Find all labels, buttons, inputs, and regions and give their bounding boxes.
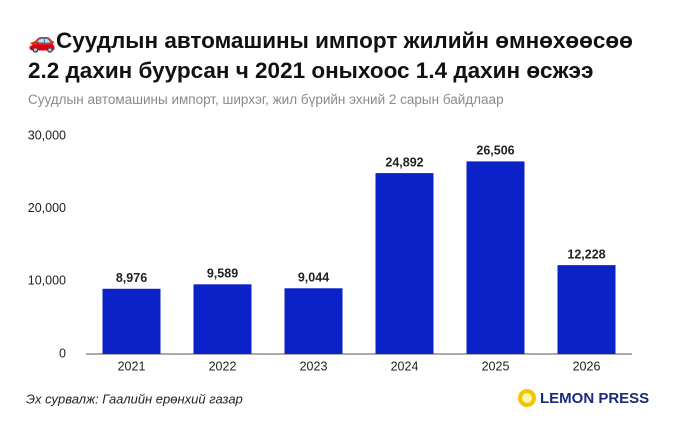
y-tick-label: 0 bbox=[59, 346, 66, 360]
logo-icon-inner bbox=[522, 393, 532, 403]
bar bbox=[375, 173, 434, 354]
data-label: 12,228 bbox=[567, 247, 605, 261]
data-label: 9,044 bbox=[298, 271, 329, 285]
bar bbox=[193, 284, 252, 354]
x-tick-label: 2021 bbox=[118, 359, 146, 373]
x-tick-label: 2022 bbox=[209, 359, 237, 373]
x-tick-label: 2026 bbox=[573, 359, 601, 373]
bar bbox=[557, 265, 616, 354]
bar bbox=[284, 288, 343, 354]
source: Эх сурвалж: Гаалийн ерөнхий газар bbox=[26, 391, 243, 406]
data-label: 24,892 bbox=[385, 155, 423, 169]
y-tick-label: 30,000 bbox=[28, 128, 66, 142]
y-tick-label: 20,000 bbox=[28, 201, 66, 215]
x-tick-label: 2024 bbox=[391, 359, 419, 373]
y-tick-label: 10,000 bbox=[28, 274, 66, 288]
data-label: 8,976 bbox=[116, 271, 147, 285]
x-tick-label: 2025 bbox=[482, 359, 510, 373]
brand: LEMON PRESS bbox=[540, 390, 649, 407]
x-tick-label: 2023 bbox=[300, 359, 328, 373]
data-label: 9,589 bbox=[207, 267, 238, 281]
bar bbox=[102, 288, 161, 354]
chart-subtitle: Суудлын автомашины импорт, ширхэг, жил б… bbox=[28, 92, 504, 107]
chart-title: 🚗Суудлын автомашины импорт жилийн өмнөхө… bbox=[28, 28, 633, 83]
data-label: 26,506 bbox=[476, 144, 514, 158]
bar bbox=[466, 161, 525, 354]
